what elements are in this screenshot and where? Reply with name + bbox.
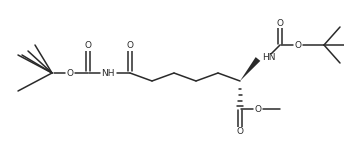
Text: O: O bbox=[237, 126, 244, 136]
Text: O: O bbox=[277, 18, 283, 27]
Text: O: O bbox=[66, 69, 74, 78]
Text: O: O bbox=[127, 41, 133, 50]
Text: O: O bbox=[294, 40, 301, 49]
Text: HN: HN bbox=[262, 53, 276, 62]
Text: O: O bbox=[255, 104, 261, 114]
Text: O: O bbox=[85, 41, 92, 50]
Polygon shape bbox=[240, 57, 260, 81]
Text: NH: NH bbox=[101, 69, 115, 78]
